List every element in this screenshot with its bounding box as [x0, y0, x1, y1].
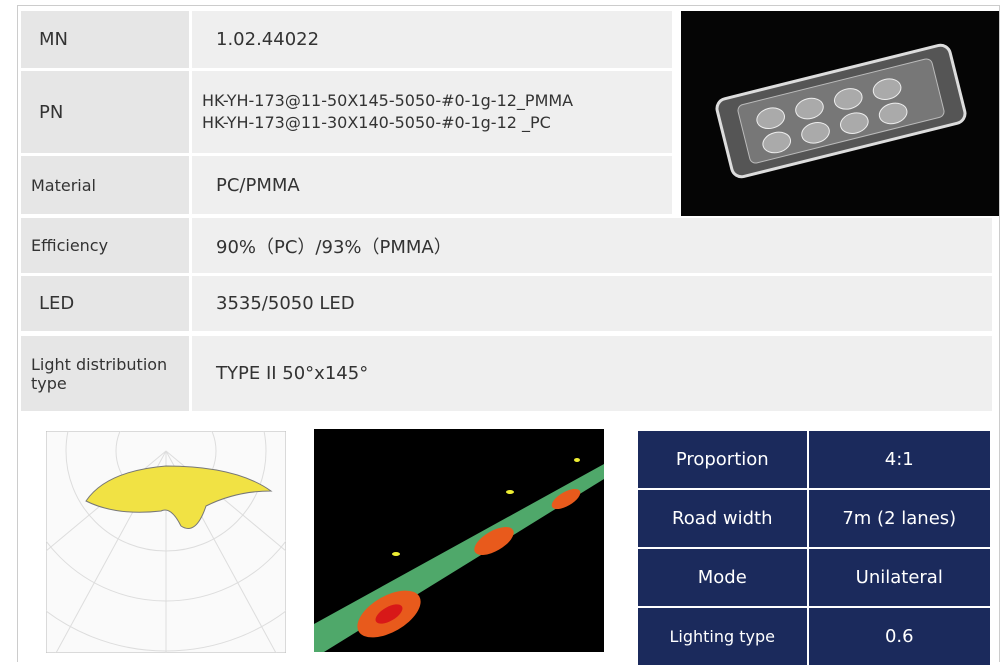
spec-value: 1.02.44022 — [192, 11, 672, 68]
spec-label: Material — [21, 156, 189, 214]
table-cell: 7m (2 lanes) — [806, 488, 993, 549]
spec-value-line: PC/PMMA — [216, 174, 300, 196]
table-row: Lighting type 0.6 — [636, 606, 993, 667]
spec-value: 90%（PC）/93%（PMMA） — [192, 218, 992, 273]
spec-value-line: 3535/5050 LED — [216, 293, 355, 314]
spec-value-line: HK-YH-173@11-50X145-5050-#0-1g-12_PMMA — [202, 91, 574, 110]
spec-label: PN — [21, 71, 189, 153]
table-row: Mode Unilateral — [636, 547, 993, 608]
spec-value-line: HK-YH-173@11-30X140-5050-#0-1g-12 _PC — [202, 113, 551, 132]
spec-value-line: TYPE II 50°x145° — [216, 363, 369, 384]
spec-value: PC/PMMA — [192, 156, 672, 214]
table-cell: Proportion — [636, 429, 809, 490]
spec-label: Light distribution type — [21, 336, 189, 411]
spec-sheet: MN 1.02.44022 PN HK-YH-173@11-50X145-5050-#… — [17, 5, 1000, 667]
spec-label: MN — [21, 11, 189, 68]
spec-value: 3535/5050 LED — [192, 276, 992, 331]
table-cell: 0.6 — [806, 606, 993, 667]
table-cell: Unilateral — [806, 547, 993, 608]
table-cell: Lighting type — [636, 606, 809, 667]
table-cell: Mode — [636, 547, 809, 608]
table-row: Road width 7m (2 lanes) — [636, 488, 993, 549]
spec-value: TYPE II 50°x145° — [192, 336, 992, 411]
spec-value-line: 1.02.44022 — [216, 29, 320, 50]
illuminance-map — [314, 429, 604, 652]
table-cell: 4:1 — [806, 429, 993, 490]
spec-label: Efficiency — [21, 218, 189, 273]
spec-value: HK-YH-173@11-50X145-5050-#0-1g-12_PMMA HK… — [192, 71, 672, 153]
polar-diagram — [46, 431, 286, 653]
table-cell: Road width — [636, 488, 809, 549]
spec-label: LED — [21, 276, 189, 331]
table-row: Proportion 4:1 — [636, 429, 993, 490]
product-image — [681, 11, 999, 216]
spec-value-line: 90%（PC）/93%（PMMA） — [216, 236, 452, 258]
parameter-table: Proportion 4:1 Road width 7m (2 lanes) Mode U… — [636, 429, 993, 667]
